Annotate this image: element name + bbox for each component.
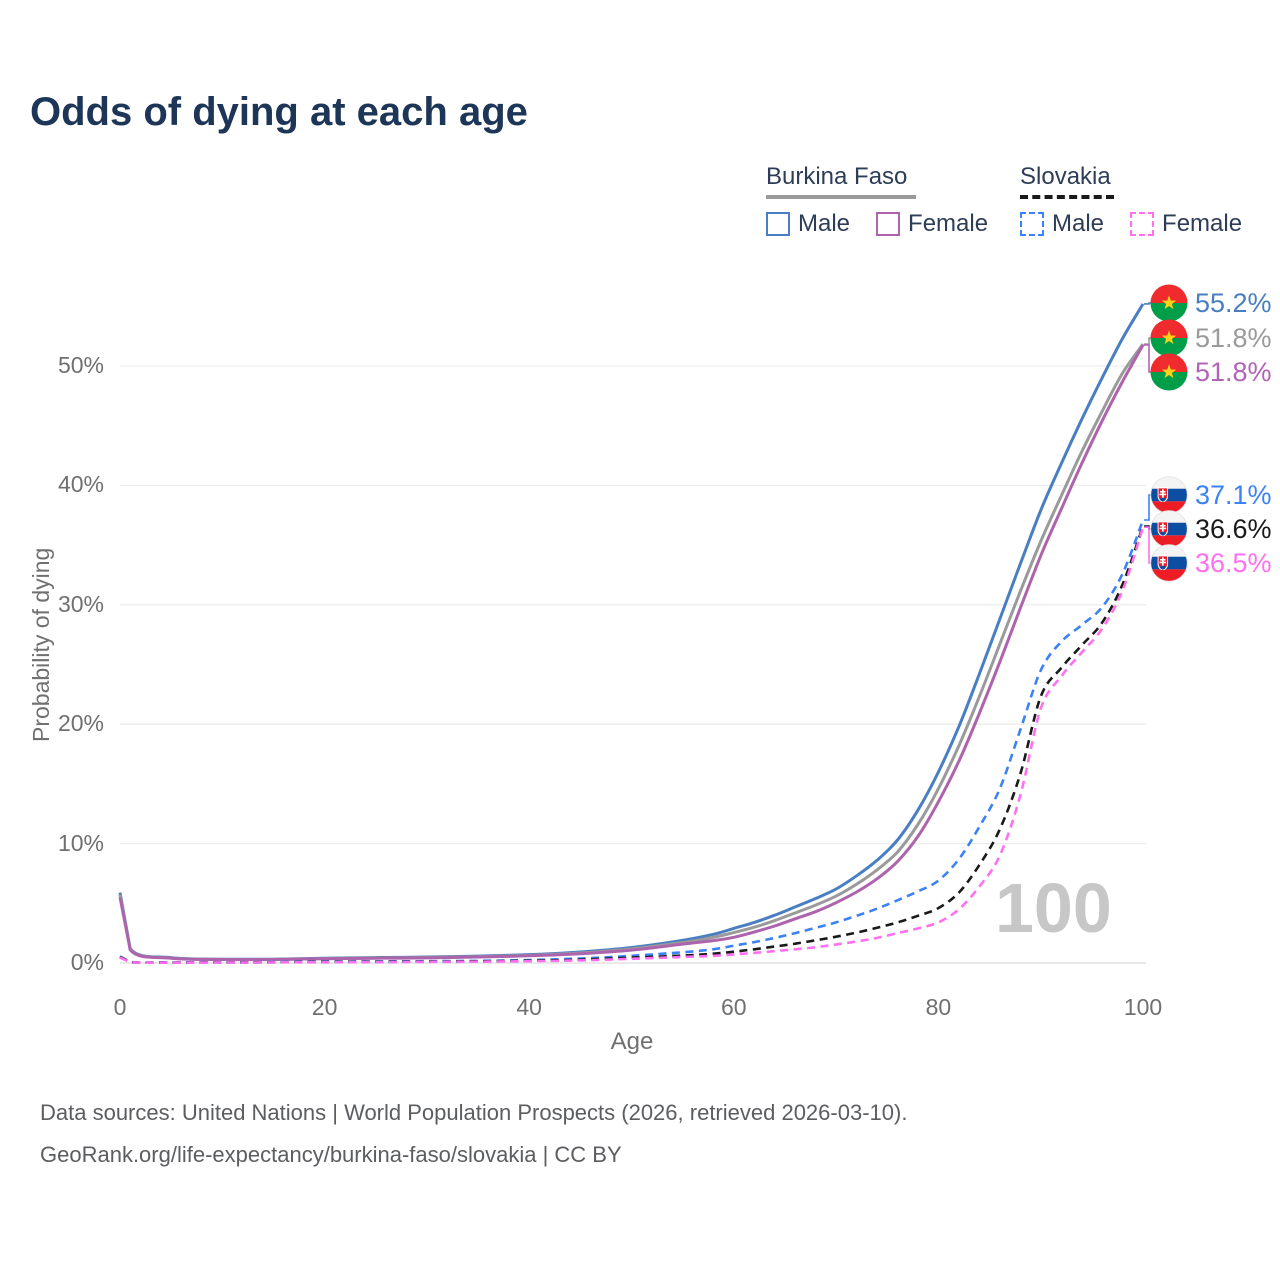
end-label-bf-male: 55.2%: [1150, 284, 1272, 322]
legend-country-burkina-faso: Burkina Faso: [766, 163, 908, 190]
slovakia-flag-icon: [1150, 510, 1188, 548]
end-value-sk-both: 36.6%: [1195, 513, 1272, 544]
slovakia-flag-icon: [1150, 476, 1188, 514]
y-axis-tick-label: 40%: [57, 471, 104, 498]
checkbox-bf-male-icon[interactable]: [766, 212, 790, 236]
legend-toggle-bf-male[interactable]: Male: [766, 210, 850, 238]
legend-line-sample-solid: [766, 195, 916, 199]
slovakia-flag-icon: [1150, 544, 1188, 582]
x-axis-tick-label: 40: [516, 994, 542, 1020]
end-label-sk-male: 37.1%: [1150, 476, 1272, 514]
x-axis-tick-label: 100: [1123, 994, 1163, 1020]
page-title: Odds of dying at each age: [30, 90, 528, 134]
legend-label-bf-male: Male: [798, 210, 851, 237]
burkina-faso-flag-icon: [1150, 284, 1188, 322]
legend-toggle-bf-female[interactable]: Female: [876, 210, 988, 238]
legend-items-burkina-faso: Male Female: [766, 210, 988, 238]
legend-toggle-sk-female[interactable]: Female: [1130, 210, 1242, 238]
end-value-sk-female: 36.5%: [1195, 547, 1272, 578]
end-label-bf-both: 51.8%: [1150, 319, 1272, 357]
checkbox-sk-male-icon[interactable]: [1020, 212, 1044, 236]
y-axis-tick-label: 20%: [57, 710, 104, 737]
x-axis-tick-label: 0: [113, 994, 127, 1020]
hover-age-watermark: 100: [995, 869, 1112, 947]
legend-label-sk-male: Male: [1052, 210, 1105, 237]
legend-toggle-sk-male[interactable]: Male: [1020, 210, 1104, 238]
end-value-bf-female: 51.8%: [1195, 356, 1272, 387]
attribution-text: GeoRank.org/life-expectancy/burkina-faso…: [40, 1142, 622, 1167]
burkina-faso-flag-icon: [1150, 319, 1188, 357]
y-axis-tick-label: 50%: [57, 352, 104, 378]
legend-line-sample-dashed: [1020, 195, 1114, 199]
end-value-sk-male: 37.1%: [1195, 479, 1272, 510]
y-axis-tick-label: 0%: [70, 949, 104, 975]
end-value-bf-both: 51.8%: [1195, 322, 1272, 353]
end-label-sk-female: 36.5%: [1150, 544, 1272, 582]
legend-country-slovakia: Slovakia: [1020, 163, 1111, 190]
y-axis-tick-label: 10%: [57, 829, 104, 856]
checkbox-bf-female-icon[interactable]: [876, 212, 901, 236]
legend-group-burkina-faso: Burkina Faso Male Female: [766, 163, 988, 238]
legend-group-slovakia: Slovakia Male Female: [1020, 163, 1242, 238]
burkina-faso-flag-icon: [1150, 353, 1188, 391]
x-axis-tick-label: 80: [925, 994, 952, 1020]
data-sources-text: Data sources: United Nations | World Pop…: [40, 1100, 908, 1125]
y-axis-title: Probability of dying: [28, 547, 54, 742]
legend-items-slovakia: Male Female: [1020, 210, 1242, 238]
y-axis-tick-label: 30%: [57, 590, 104, 617]
x-axis-tick-label: 60: [721, 994, 747, 1020]
end-label-sk-both: 36.6%: [1150, 510, 1272, 548]
x-axis-tick-label: 20: [311, 994, 338, 1020]
legend-label-bf-female: Female: [908, 210, 989, 237]
x-axis-title: Age: [610, 1028, 654, 1055]
end-label-bf-female: 51.8%: [1150, 353, 1272, 391]
end-value-bf-male: 55.2%: [1195, 287, 1272, 318]
legend-label-sk-female: Female: [1162, 210, 1243, 237]
checkbox-sk-female-icon[interactable]: [1130, 212, 1155, 236]
